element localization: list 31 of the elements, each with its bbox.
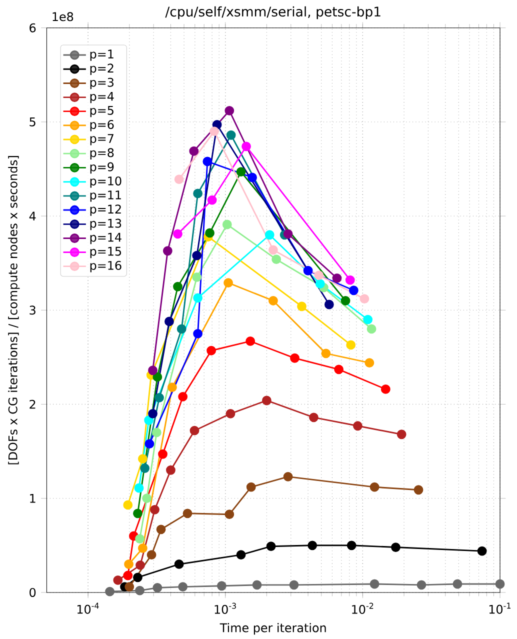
legend-label: p=14	[90, 232, 122, 244]
y-tick-label: 2	[30, 400, 36, 409]
legend-label: p=8	[90, 148, 114, 160]
legend-label: p=12	[90, 204, 121, 216]
legend-label: p=9	[90, 162, 114, 174]
chart-title: /cpu/self/xsmm/serial, petsc-bp1	[165, 6, 380, 20]
y-tick-label: 1	[30, 494, 36, 503]
y-axis-title: [DOFs x CG iterations] / [compute nodes x seconds]	[8, 156, 20, 464]
legend-label: p=7	[90, 134, 114, 146]
legend-label: p=5	[90, 106, 114, 118]
legend-label: p=13	[90, 218, 122, 230]
legend-label: p=6	[90, 120, 114, 132]
legend-label: p=1	[90, 50, 114, 61]
y-tick-label: 3	[30, 306, 36, 315]
legend-label: p=11	[90, 190, 121, 202]
y-tick-label: 6	[30, 23, 36, 32]
x-tick-label: 10$^{-2}$	[352, 602, 374, 614]
x-tick-label: 10$^{-4}$	[78, 602, 99, 614]
y-tick-label: 5	[30, 118, 36, 126]
legend-label: p=2	[90, 64, 114, 75]
x-tick-label: 10$^{-1}$	[489, 602, 511, 614]
legend-label: p=10	[90, 176, 122, 188]
text: 1e8	[52, 12, 74, 22]
legend-label: p=4	[90, 92, 114, 104]
x-axis-title: Time per iteration	[220, 623, 326, 635]
y-tick-label: 0	[30, 588, 36, 597]
legend-label: p=15	[90, 246, 122, 258]
legend-label: p=3	[90, 78, 114, 90]
y-tick-label: 4	[29, 212, 36, 220]
legend-label: p=16	[90, 260, 122, 272]
x-tick-label: 10$^{-3}$	[214, 602, 236, 614]
